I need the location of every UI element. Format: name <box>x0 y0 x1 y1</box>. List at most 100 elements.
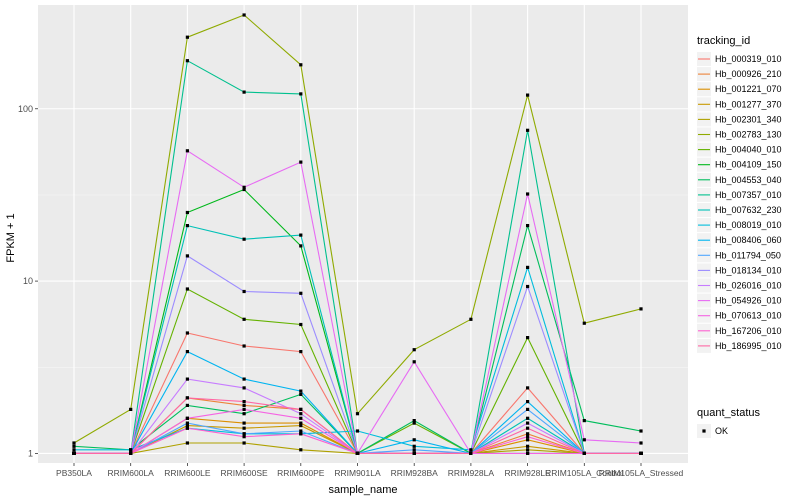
data-point <box>299 233 303 237</box>
legend-item: Hb_008019_010 <box>697 218 782 233</box>
x-tick-label: RRIM600LA <box>108 468 155 478</box>
data-point <box>242 435 246 439</box>
x-tick-label: RRIM105LA_Stressed <box>599 468 684 478</box>
data-point <box>185 35 189 39</box>
x-tick-label: RRIM928BA <box>391 468 439 478</box>
data-point <box>185 424 189 428</box>
data-point <box>72 448 76 452</box>
shape-legend-title: quant_status <box>697 407 760 419</box>
legend-label: Hb_004040_010 <box>715 145 782 155</box>
data-point <box>242 90 246 94</box>
data-point <box>355 429 360 433</box>
data-point <box>526 284 530 289</box>
data-point <box>526 407 530 411</box>
data-point <box>299 407 303 411</box>
legend-label: Hb_167206_010 <box>715 326 782 336</box>
data-point <box>526 448 530 452</box>
legend-item: Hb_000319_010 <box>697 52 782 66</box>
data-point <box>242 187 246 192</box>
data-point <box>412 451 416 455</box>
legend-label: Hb_007357_010 <box>715 190 782 200</box>
legend-items: Hb_000319_010 Hb_000926_210 Hb_001221_070 H… <box>697 52 782 353</box>
legend-label: Hb_002301_340 <box>715 114 782 124</box>
data-point <box>526 386 530 390</box>
data-point <box>412 419 416 423</box>
legend-item: Hb_008406_060 <box>697 233 782 248</box>
x-tick-label: RRIM600PE <box>277 468 325 478</box>
legend-item: Hb_002301_340 <box>697 112 782 127</box>
data-point <box>526 416 530 420</box>
legend-item: Hb_000926_210 <box>697 67 782 82</box>
x-tick-label: PB350LA <box>56 468 92 478</box>
data-point <box>412 438 416 442</box>
data-point <box>185 149 189 153</box>
data-point <box>242 289 246 294</box>
data-point <box>129 451 133 455</box>
data-point <box>242 386 246 390</box>
legend-title: tracking_id <box>697 35 750 47</box>
data-point <box>242 432 246 436</box>
data-point <box>129 448 133 452</box>
data-point <box>582 419 586 423</box>
data-point <box>526 426 530 430</box>
data-point <box>412 348 416 352</box>
legend-label: Hb_001221_070 <box>715 84 782 94</box>
data-point <box>299 392 303 396</box>
data-point <box>582 438 586 442</box>
data-point <box>185 403 189 407</box>
points-layer <box>72 13 643 455</box>
data-point <box>242 344 246 348</box>
legend-item: Hb_004040_010 <box>697 142 782 157</box>
data-point <box>355 412 360 416</box>
x-tick-label: RRIM105LA_Control <box>545 468 624 478</box>
y-axis-title: FPKM + 1 <box>5 213 17 262</box>
data-point <box>72 441 76 445</box>
data-point <box>242 407 246 411</box>
data-point <box>242 426 246 430</box>
data-point <box>299 429 303 433</box>
data-point <box>185 287 189 291</box>
data-point <box>185 350 189 354</box>
data-point <box>242 400 246 404</box>
data-point <box>299 416 303 420</box>
data-point <box>299 244 303 248</box>
data-point <box>582 451 586 455</box>
x-tick-label: RRIM928LA <box>448 468 495 478</box>
legend-item: Hb_070613_010 <box>697 308 782 323</box>
data-point <box>299 432 303 436</box>
data-point <box>299 63 303 67</box>
data-point <box>526 432 530 436</box>
data-point <box>299 350 303 354</box>
data-point <box>299 421 303 425</box>
legend-label: Hb_026016_010 <box>715 281 782 291</box>
legend-item: Hb_054926_010 <box>697 293 782 308</box>
legend-label: Hb_186995_010 <box>715 341 782 351</box>
data-point <box>299 389 303 393</box>
data-point <box>242 412 246 416</box>
data-point <box>185 421 189 425</box>
y-tick-label: 1 <box>28 448 33 458</box>
x-tick-label: RRIM600SE <box>220 468 268 478</box>
data-point <box>639 451 643 455</box>
data-point <box>469 448 473 452</box>
data-point <box>185 210 189 215</box>
legend-item: Hb_001221_070 <box>697 82 782 97</box>
data-point <box>469 317 473 321</box>
data-point <box>412 444 416 448</box>
data-point <box>526 400 530 404</box>
data-point <box>526 93 530 97</box>
legend-label: Hb_004553_040 <box>715 175 782 185</box>
legend-label: Hb_000926_210 <box>715 69 782 79</box>
data-point <box>639 441 643 445</box>
data-point <box>185 59 189 63</box>
y-axis: 1 10 100 <box>18 104 38 458</box>
data-point <box>242 403 246 407</box>
y-tick-label: 100 <box>18 104 33 114</box>
y-tick-label: 10 <box>23 276 33 286</box>
legend-label: Hb_000319_010 <box>715 54 782 64</box>
data-point <box>242 317 246 321</box>
data-point <box>242 421 246 425</box>
data-point <box>526 435 530 439</box>
